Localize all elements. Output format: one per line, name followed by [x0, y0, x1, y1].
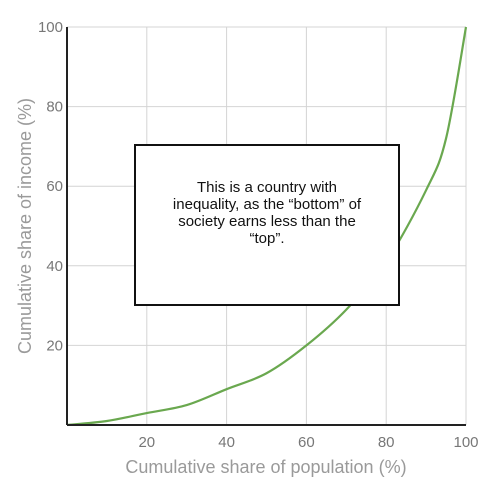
x-tick-label: 60	[298, 434, 315, 451]
annotation-box: This is a country with inequality, as th…	[134, 144, 400, 306]
x-tick-label: 80	[378, 434, 395, 451]
y-tick-label: 80	[46, 99, 63, 116]
tick-labels: 20 40 60 80 100 20 40 60 80 100	[38, 19, 479, 451]
x-tick-label: 40	[218, 434, 235, 451]
y-tick-label: 60	[46, 178, 63, 195]
x-tick-label: 20	[138, 434, 155, 451]
y-tick-label: 100	[38, 19, 63, 36]
x-tick-label: 100	[453, 434, 478, 451]
x-axis-title: Cumulative share of population (%)	[125, 457, 406, 477]
annotation-text: This is a country with inequality, as th…	[172, 179, 362, 247]
y-tick-label: 20	[46, 337, 63, 354]
y-axis-title: Cumulative share of income (%)	[15, 98, 35, 354]
gridlines	[67, 26, 467, 425]
y-tick-label: 40	[46, 258, 63, 275]
series-line-income-distribution	[66, 26, 468, 427]
